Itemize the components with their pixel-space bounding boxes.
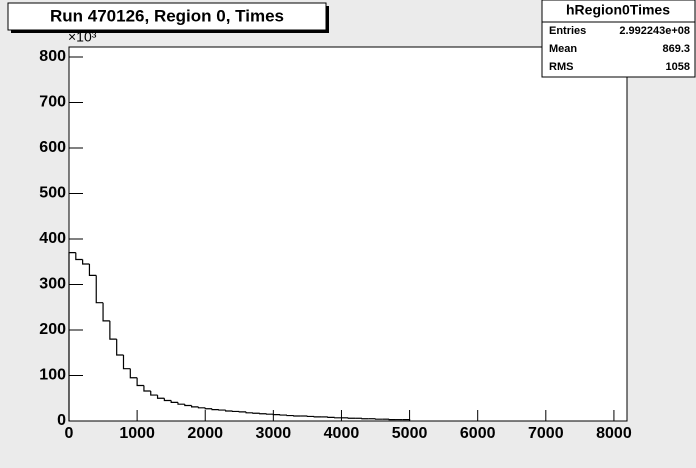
x-tick-label: 2000 xyxy=(187,425,223,442)
stats-title: hRegion0Times xyxy=(566,2,670,18)
y-tick-label: 100 xyxy=(39,367,66,384)
histogram-bin xyxy=(75,252,83,261)
histogram-bin xyxy=(109,320,117,340)
stats-label: Mean xyxy=(549,43,577,55)
stats-value: 869.3 xyxy=(662,43,690,55)
histogram-bin xyxy=(225,410,233,412)
histogram-bin xyxy=(402,419,411,421)
x-tick-label: 1000 xyxy=(119,425,155,442)
stats-value: 1058 xyxy=(666,61,690,73)
x-tick-label: 6000 xyxy=(460,425,496,442)
y-tick-label: 700 xyxy=(39,94,66,111)
y-tick-label: 0 xyxy=(57,412,66,429)
stats-box: hRegion0Times xyxy=(541,0,696,78)
histogram-bin xyxy=(95,275,104,304)
x-tick-label: 0 xyxy=(65,425,74,442)
x-tick-label: 5000 xyxy=(392,425,428,442)
histogram-bin xyxy=(245,411,253,414)
histogram-bin xyxy=(184,404,192,407)
histogram-bin xyxy=(143,385,151,392)
histogram-bin xyxy=(197,406,206,409)
title-box xyxy=(7,2,327,31)
histogram-bin xyxy=(150,390,158,396)
y-tick-label: 400 xyxy=(39,230,66,247)
histogram-bin xyxy=(122,355,131,370)
y-tick-label: 500 xyxy=(39,185,66,202)
frame xyxy=(68,46,628,422)
histogram-bin xyxy=(88,264,97,277)
histogram-bin xyxy=(102,302,110,322)
histogram-bin xyxy=(129,368,138,379)
stats-frame xyxy=(541,0,696,78)
histogram-bin xyxy=(204,407,213,410)
y-tick-label: 200 xyxy=(39,321,66,338)
histogram-bin xyxy=(211,408,219,411)
histogram-bin xyxy=(68,252,76,421)
y-multiplier: ×10³ xyxy=(68,29,97,45)
x-tick-label: 3000 xyxy=(256,425,292,442)
stats-value: 2.992243e+08 xyxy=(619,25,690,37)
y-tick-label: 300 xyxy=(39,276,66,293)
histogram-bin xyxy=(191,405,199,408)
chart-title: Run 470126, Region 0, Times xyxy=(50,6,284,25)
x-tick-label: 4000 xyxy=(324,425,360,442)
histogram-bin xyxy=(177,402,185,405)
x-tick-label: 7000 xyxy=(528,425,564,442)
histogram-bin xyxy=(163,398,172,402)
x-tick-label: 8000 xyxy=(596,425,632,442)
y-tick-label: 800 xyxy=(39,48,66,65)
histogram-bin xyxy=(156,395,165,399)
histogram-bin xyxy=(116,339,124,356)
y-tick-label: 600 xyxy=(39,139,66,156)
stats-label: Entries xyxy=(549,25,586,37)
histogram-bin xyxy=(170,400,178,403)
histogram-bin xyxy=(82,259,90,265)
stats-label: RMS xyxy=(549,61,573,73)
histogram-bin xyxy=(136,377,144,387)
